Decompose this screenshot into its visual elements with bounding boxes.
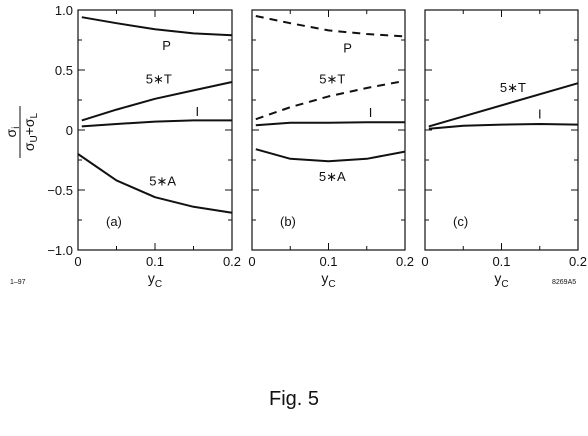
y-axis-label-denominator: σU+σL bbox=[21, 112, 40, 151]
x-tick-label: 0.1 bbox=[319, 254, 337, 269]
x-tick-label: 0.1 bbox=[492, 254, 510, 269]
series-line bbox=[255, 121, 405, 127]
y-tick-label: 1.0 bbox=[55, 3, 73, 18]
panel-label: (a) bbox=[106, 214, 122, 229]
x-tick-label: 0.2 bbox=[396, 254, 414, 269]
y-tick-label: −0.5 bbox=[47, 183, 73, 198]
series-label: 5∗T bbox=[500, 80, 526, 95]
x-tick-label: 0 bbox=[74, 254, 81, 269]
corner-right-code: 8269A5 bbox=[552, 279, 577, 286]
series-label: 5∗A bbox=[149, 174, 176, 189]
series-line bbox=[255, 15, 406, 38]
corner-left-code: 1–97 bbox=[10, 279, 26, 286]
series-line bbox=[81, 81, 233, 122]
x-axis-label: yC bbox=[321, 270, 335, 290]
plot-frame bbox=[251, 9, 406, 251]
series-label: P bbox=[162, 38, 171, 53]
series-label: P bbox=[343, 40, 352, 55]
y-tick-label: −1.0 bbox=[47, 243, 73, 258]
series-label: I bbox=[369, 105, 373, 120]
y-tick-label: 0 bbox=[66, 123, 73, 138]
series-label: I bbox=[538, 106, 542, 121]
series-line bbox=[428, 123, 579, 130]
x-tick-label: 0 bbox=[248, 254, 255, 269]
x-axis-label: yC bbox=[494, 270, 508, 290]
panel-a: 0 0.1 0.2 −1.0 −0.5 0 0.5 1.0 P 5∗T I 5∗A (a) yC bbox=[47, 3, 241, 290]
series-line bbox=[77, 153, 233, 214]
plot-frame bbox=[424, 9, 579, 251]
series-label: 5∗A bbox=[319, 169, 346, 184]
figure: 0 0.1 0.2−1.0−0.500.51.0P5∗TI5∗A(a)yC0 0.1 0… bbox=[3, 3, 587, 290]
series-line bbox=[81, 119, 232, 128]
x-tick-label: 0.2 bbox=[223, 254, 241, 269]
x-axis-label: yC bbox=[148, 270, 162, 290]
panel-label: (b) bbox=[280, 214, 296, 229]
series-label: 5∗T bbox=[319, 72, 345, 87]
series-line bbox=[255, 148, 406, 163]
series-label: I bbox=[196, 104, 200, 119]
x-tick-label: 0.2 bbox=[569, 254, 587, 269]
series-line bbox=[428, 82, 579, 128]
figure-caption: Fig. 5 bbox=[268, 388, 320, 410]
y-axis-label-numerator: σi bbox=[3, 127, 22, 138]
panel-label: (c) bbox=[453, 214, 468, 229]
panel-b: 0 0.1 0.2 P 5∗T I 5∗A (b) yC bbox=[248, 9, 414, 290]
series-line bbox=[81, 16, 233, 37]
panel-c: 0 0.1 0.2 5∗T I (c) yC bbox=[421, 9, 587, 290]
x-tick-label: 0.1 bbox=[146, 254, 164, 269]
series-label: 5∗T bbox=[146, 72, 172, 87]
plot-frame bbox=[77, 9, 233, 251]
x-tick-label: 0 bbox=[421, 254, 428, 269]
series-line bbox=[255, 79, 406, 121]
y-tick-label: 0.5 bbox=[55, 63, 73, 78]
